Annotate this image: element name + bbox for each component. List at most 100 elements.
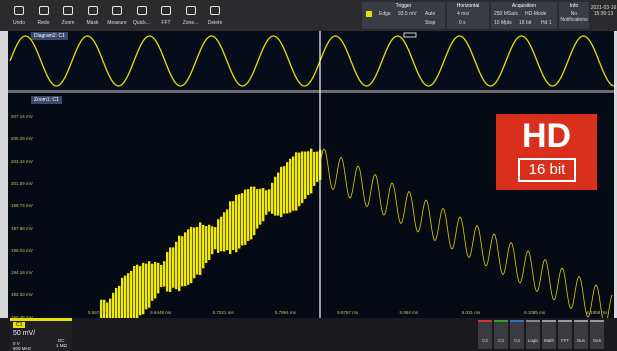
trigger-level: 93.5 mV xyxy=(398,11,417,17)
trace-segment xyxy=(316,151,319,183)
channel-impedance: 1 MΩ xyxy=(56,343,67,348)
trace-segment xyxy=(124,275,127,327)
trace-segment xyxy=(127,273,130,326)
channel-scale: 50 mV/ xyxy=(13,330,36,337)
tool-button[interactable]: Zone... xyxy=(182,20,199,26)
x-axis-label: 5.7221 ms xyxy=(212,310,234,315)
tool-button[interactable]: FFT xyxy=(161,20,171,26)
trace-segment xyxy=(211,226,214,255)
channel-box[interactable]: C1 50 mV/ 0 V 500 MHz DC 1 MΩ xyxy=(10,318,72,351)
trace-segment xyxy=(196,227,199,275)
trace-segment xyxy=(292,156,295,211)
tool-button[interactable]: Zoom xyxy=(61,20,75,26)
trace-segment xyxy=(313,151,316,186)
trace-segment xyxy=(181,236,184,287)
trace-segment xyxy=(301,151,304,204)
trace-segment xyxy=(151,263,154,301)
x-axis-label: 5.5674 ms xyxy=(88,310,110,315)
tool-button[interactable]: Quick... xyxy=(133,20,150,26)
tool-icon xyxy=(63,6,73,15)
channel-button[interactable]: FFT xyxy=(558,320,572,349)
tool-button[interactable]: Undo xyxy=(13,20,25,26)
x-axis-label: 5.6448 ms xyxy=(150,310,172,315)
trace-segment xyxy=(259,188,262,225)
trace-segment xyxy=(154,262,157,299)
panel-title: Info xyxy=(569,3,579,9)
tool-button[interactable]: Mask xyxy=(86,20,99,26)
trace-segment xyxy=(157,262,160,294)
y-axis-label: 192.33 mV xyxy=(11,292,33,298)
trace-segment xyxy=(289,158,292,213)
channel-button[interactable]: C4 xyxy=(510,320,524,349)
info-panel[interactable]: Info No Notifications xyxy=(559,2,589,29)
trace-segment xyxy=(145,263,148,310)
y-axis-label: 190.48 mV xyxy=(11,314,33,320)
acquisition-panel[interactable]: Acquisition 250 MSa/s HD-Mode 10 Mpts 16… xyxy=(491,2,557,29)
trace-segment xyxy=(163,261,166,287)
trace-segment xyxy=(121,277,124,329)
channel-button[interactable]: Bus xyxy=(574,320,588,349)
trigger-panel[interactable]: Trigger Edge 93.5 mV Auto Stop xyxy=(362,2,445,29)
trace-segment xyxy=(232,201,235,251)
trace-segment xyxy=(265,190,268,215)
channel-button[interactable]: Math xyxy=(542,320,556,349)
trace-segment xyxy=(274,176,277,216)
y-axis-label: 194.18 mV xyxy=(11,270,33,276)
x-axis-label: 5.7994 ms xyxy=(274,310,296,315)
trace-segment xyxy=(190,226,193,284)
trace-segment xyxy=(244,189,247,245)
tool-icon xyxy=(87,6,98,15)
trace-segment xyxy=(160,264,163,288)
trace-segment xyxy=(166,252,169,292)
tool-icon xyxy=(136,6,147,15)
panel-title: Acquisition xyxy=(511,3,537,9)
channel-bandwidth: 500 MHz xyxy=(13,346,32,351)
record-length: 10 Mpts xyxy=(494,20,512,26)
y-axis-label: 207.14 mV xyxy=(11,114,33,119)
trace-segment xyxy=(139,266,142,316)
tool-button[interactable]: Measure xyxy=(107,20,127,26)
acq-mode: HD-Mode xyxy=(525,11,547,17)
trace-segment xyxy=(148,261,151,308)
horizontal-panel[interactable]: Horizontal 4 ms/ 0 s xyxy=(447,2,489,29)
sample-rate: 250 MSa/s xyxy=(494,11,518,17)
trace-segment xyxy=(172,247,175,288)
trace-segment xyxy=(106,302,109,326)
trace-segment xyxy=(298,152,301,207)
trace-segment xyxy=(220,216,223,252)
zoom-window xyxy=(403,32,417,38)
trace-segment xyxy=(187,229,190,285)
trace-segment xyxy=(118,285,121,325)
channel-button[interactable]: C2 xyxy=(478,320,492,349)
trace-segment xyxy=(205,226,208,263)
trigger-state: Stop xyxy=(425,20,436,26)
x-axis-label: 6.031 ms xyxy=(461,310,481,315)
splitter xyxy=(8,90,614,93)
trace-segment xyxy=(283,166,286,214)
channel-button[interactable]: Gen xyxy=(590,320,604,349)
trace-segment xyxy=(142,262,145,315)
zoom-trace-left xyxy=(100,148,322,337)
y-axis-label: 201.59 mV xyxy=(11,180,33,186)
channel-button[interactable]: C3 xyxy=(494,320,508,349)
trace-segment xyxy=(202,224,205,269)
y-axis-label: 199.74 mV xyxy=(11,203,33,209)
zoom-tab[interactable]: Zoom1: C1 xyxy=(31,96,62,104)
trace-segment xyxy=(169,247,172,292)
y-axis-label: 205.29 mV xyxy=(11,136,33,142)
trace-segment xyxy=(247,189,250,241)
trace-segment xyxy=(271,182,274,214)
trace-segment xyxy=(241,193,244,246)
tool-icon xyxy=(38,6,49,15)
trace-segment xyxy=(229,201,232,255)
tool-button[interactable]: Delete xyxy=(207,20,223,26)
diagram-tab[interactable]: Diagram2: C1 xyxy=(31,32,68,40)
date: 2021-03-16 xyxy=(590,5,617,11)
trace-segment xyxy=(304,151,307,199)
channel-swatch xyxy=(366,11,372,17)
tool-button[interactable]: Redo xyxy=(37,20,50,26)
time: 15:30:13 xyxy=(593,11,614,17)
channel-button[interactable]: Logic xyxy=(526,320,540,349)
